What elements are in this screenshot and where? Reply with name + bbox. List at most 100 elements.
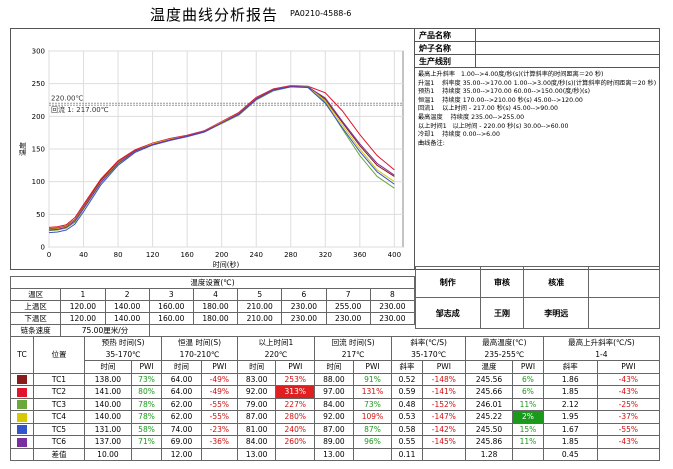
settings-cell: 230.00 bbox=[281, 312, 327, 325]
diff-value: 13.00 bbox=[314, 447, 354, 461]
signature-cell: 李明远 bbox=[523, 297, 589, 329]
sub-header: 时间 bbox=[161, 360, 202, 374]
result-cell: 6% bbox=[512, 372, 544, 386]
result-cell: 313% bbox=[275, 385, 316, 399]
spec-line: 回流1 以上时间 - 217.00 秒(s) 45.00-->90.00 bbox=[418, 105, 558, 113]
settings-cell: 210.00 bbox=[237, 312, 283, 325]
diff-label: 差值 bbox=[33, 447, 85, 461]
result-cell: 89.00 bbox=[314, 435, 354, 449]
settings-header: 6 bbox=[281, 288, 327, 301]
result-cell: 0.53 bbox=[391, 410, 423, 424]
result-cell: 260% bbox=[275, 435, 316, 449]
spec-line: 升温1 斜率度 35.00-->170.00 1.00-->3.00度/秒(s)… bbox=[418, 79, 657, 87]
settings-header: 4 bbox=[192, 288, 239, 301]
result-cell: 1.86 bbox=[542, 372, 598, 386]
settings-cell: 230.00 bbox=[369, 312, 416, 325]
tc-swatch-cell bbox=[10, 397, 34, 411]
speed-label: 链条速度 bbox=[9, 324, 62, 337]
product-row: 产品名称 bbox=[415, 29, 659, 42]
settings-cell: 160.00 bbox=[148, 300, 194, 313]
diff-empty bbox=[421, 447, 466, 461]
result-cell: 81.00 bbox=[236, 422, 277, 436]
empty-cell bbox=[149, 325, 414, 337]
result-cell: 79.00 bbox=[236, 397, 277, 411]
x-tick-label: 240 bbox=[250, 251, 263, 259]
sub-header: 斜率 bbox=[542, 360, 598, 374]
tc-swatch-cell bbox=[10, 422, 34, 436]
results-sub-row: 时间 PWI 时间 PWI 时间 PWI 时间 PWI 斜率 PWI 温度 PWI 斜率 PWI bbox=[11, 360, 661, 374]
results-group-row: TC 位置 预热 时间(S) 恒温 时间(S) 以上时间1 回流 时间(S) 斜率(℃/S)… bbox=[10, 336, 661, 374]
settings-cell: 下温区 bbox=[9, 312, 62, 325]
result-cell: -43% bbox=[596, 435, 661, 449]
group-name: 预热 时间(S) bbox=[83, 336, 163, 349]
diff-value: 12.00 bbox=[161, 447, 202, 461]
sub-header: PWI bbox=[200, 360, 238, 374]
diff-empty bbox=[275, 447, 316, 461]
diff-empty bbox=[130, 447, 163, 461]
settings-cell: 230.00 bbox=[325, 312, 371, 325]
temperature-curve bbox=[48, 85, 395, 228]
result-cell: 1.95 bbox=[542, 410, 598, 424]
result-cell: 245.50 bbox=[464, 422, 514, 436]
settings-cell: 180.00 bbox=[192, 300, 239, 313]
result-cell: -55% bbox=[200, 397, 238, 411]
speed-row: 链条速度 75.00厘米/分 bbox=[9, 324, 415, 337]
signature-cell: 核准 bbox=[523, 266, 589, 298]
diff-blank bbox=[10, 447, 34, 461]
result-cell: 2% bbox=[512, 410, 544, 424]
result-cell: 88.00 bbox=[314, 372, 354, 386]
result-cell: 87.00 bbox=[236, 410, 277, 424]
result-cell: 11% bbox=[512, 435, 544, 449]
group-range: 35-170℃ bbox=[391, 348, 466, 361]
settings-title: 温度设置(℃) bbox=[10, 276, 415, 289]
signature-blank bbox=[588, 266, 660, 298]
temperature-curve bbox=[48, 85, 395, 231]
group-name: 恒温 时间(S) bbox=[161, 336, 238, 349]
spec-line: 冷却1 持续度 0.00-->6.00 bbox=[418, 131, 500, 139]
group-range: 1-4 bbox=[542, 348, 661, 361]
settings-header: 1 bbox=[60, 288, 106, 301]
group-name: 最高上升斜率(℃/S) bbox=[542, 336, 661, 349]
sub-header: PWI bbox=[421, 360, 466, 374]
reference-label: 回流 1: 217.00℃ bbox=[51, 105, 109, 114]
result-row: TC6 137.00 71% 69.00 -36% 84.00 260% 89.00 96% 0.… bbox=[10, 435, 661, 449]
result-cell: -55% bbox=[200, 410, 238, 424]
position-name: TC3 bbox=[33, 397, 85, 411]
sub-header: 斜率 bbox=[391, 360, 423, 374]
chart: 0 50 100 150 200 250 300 0 40 80 120 160 200 240 280 32… bbox=[18, 48, 404, 269]
result-cell: -145% bbox=[421, 435, 466, 449]
result-cell: 64.00 bbox=[161, 372, 202, 386]
sub-header: 时间 bbox=[236, 360, 277, 374]
settings-cell: 140.00 bbox=[104, 300, 150, 313]
signature-row: 邹志成 王刚 李明远 bbox=[415, 297, 660, 329]
reference-label: 220.00℃ bbox=[51, 94, 83, 102]
tc-swatch bbox=[17, 425, 27, 434]
position-header: 位置 bbox=[33, 336, 85, 374]
result-cell: 240% bbox=[275, 422, 316, 436]
result-cell: 71% bbox=[130, 435, 163, 449]
result-cell: -37% bbox=[596, 410, 661, 424]
signature-cell: 邹志成 bbox=[415, 297, 481, 329]
result-cell: 1.85 bbox=[542, 435, 598, 449]
result-cell: 92.00 bbox=[314, 410, 354, 424]
x-tick-label: 280 bbox=[284, 251, 297, 259]
group-range: 217℃ bbox=[314, 348, 393, 361]
tc-swatch bbox=[17, 412, 27, 422]
result-cell: 84.00 bbox=[314, 397, 354, 411]
settings-header: 5 bbox=[237, 288, 283, 301]
result-cell: 245.86 bbox=[464, 435, 514, 449]
spec-line: 最高上升斜率 1.00-->4.00度/秒(s)(计算斜率的时间距离＝20 秒) bbox=[418, 71, 604, 78]
settings-row: 下温区 120.00 140.00 160.00 180.00 210.00 230.00 2… bbox=[9, 312, 416, 325]
settings-cell: 160.00 bbox=[148, 312, 194, 325]
settings-cell: 230.00 bbox=[281, 300, 327, 313]
result-cell: 73% bbox=[352, 397, 393, 411]
result-cell: 62.00 bbox=[161, 397, 202, 411]
tc-swatch bbox=[17, 437, 27, 447]
settings-cell: 120.00 bbox=[60, 300, 106, 313]
product-table: 产品名称 炉子名称 生产线别 bbox=[415, 29, 659, 68]
y-tick-label: 100 bbox=[32, 178, 45, 186]
result-cell: 140.00 bbox=[84, 397, 132, 411]
result-cell: 84.00 bbox=[236, 435, 277, 449]
result-cell: 138.00 bbox=[84, 372, 132, 386]
x-tick-label: 400 bbox=[388, 251, 401, 259]
